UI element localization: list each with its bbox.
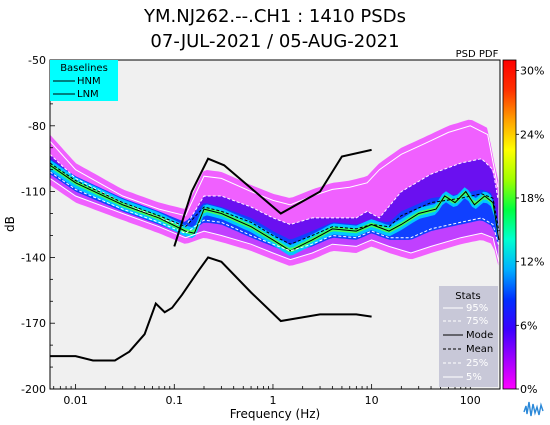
- x-axis-ticks: 0.01 0.1 1 10 100: [53, 384, 501, 407]
- colorbar-ticks: 30% 24% 18% 12% 6% 0%: [516, 65, 544, 396]
- colorbar-tick-label: 24%: [520, 128, 544, 141]
- x-tick-label: 1: [269, 394, 276, 407]
- baselines-legend: Baselines HNM LNM: [50, 60, 118, 101]
- baseline-lines: [50, 148, 372, 362]
- y-tick-label: -80: [28, 120, 46, 133]
- hnm-legend-label: HNM: [77, 76, 101, 87]
- x-tick-label: 0.01: [63, 394, 88, 407]
- plot-frame: [49, 59, 501, 390]
- colorbar-tick-label: 0%: [520, 383, 537, 396]
- x-tick-label: 0.1: [166, 394, 184, 407]
- y-tick-label: -170: [21, 317, 46, 330]
- lnm-legend-label: LNM: [77, 89, 99, 100]
- y-axis-ticks: -50 -80 -110 -140 -170 -200: [21, 54, 55, 396]
- stats-legend-box: [439, 286, 498, 387]
- stats-75-label: 75%: [466, 316, 488, 327]
- stats-legend: Stats 95% 75% Mode Mean 25% 5%: [439, 286, 498, 387]
- logo-icon: [522, 398, 546, 420]
- y-tick-label: -200: [21, 383, 46, 396]
- y-tick-label: -140: [21, 251, 46, 264]
- y-tick-label: -110: [21, 186, 46, 199]
- stats-5-label: 5%: [466, 372, 482, 383]
- colorbar-gradient-bar: [502, 59, 517, 390]
- stat-line-mean: [50, 162, 500, 245]
- colorbar-tick-label: 6%: [520, 319, 537, 332]
- y-axis-label: dB: [3, 216, 17, 232]
- colorbar: PSD PDF 30% 24% 18% 12% 6% 0%: [456, 49, 545, 396]
- y-tick-label: -50: [28, 54, 46, 67]
- stats-95-label: 95%: [466, 303, 488, 314]
- stats-legend-title: Stats: [455, 291, 481, 302]
- lnm-baseline-line: [50, 256, 372, 362]
- chart-title-line-1: YM.NJ262.--.CH1 : 1410 PSDs: [144, 6, 406, 27]
- colorbar-tick-label: 18%: [520, 192, 544, 205]
- stat-line-25pct: [50, 171, 500, 252]
- colorbar-tick-label: 30%: [520, 65, 544, 78]
- chart-title-line-2: 07-JUL-2021 / 05-AUG-2021: [150, 31, 400, 52]
- colorbar-tick-label: 12%: [520, 256, 544, 269]
- x-tick-label: 100: [460, 394, 481, 407]
- x-tick-label: 10: [365, 394, 379, 407]
- hnm-baseline-line: [173, 148, 372, 247]
- stats-mode-label: Mode: [466, 330, 493, 341]
- stat-lines: [50, 125, 500, 262]
- stat-line-75pct: [50, 153, 499, 228]
- stats-mean-label: Mean: [466, 344, 493, 355]
- stats-25-label: 25%: [466, 358, 488, 369]
- colorbar-title: PSD PDF: [456, 49, 499, 60]
- stat-line-mode: [50, 164, 500, 252]
- x-axis-label: Frequency (Hz): [230, 407, 321, 421]
- baselines-legend-title: Baselines: [60, 63, 108, 74]
- stat-line-5pct: [50, 177, 500, 262]
